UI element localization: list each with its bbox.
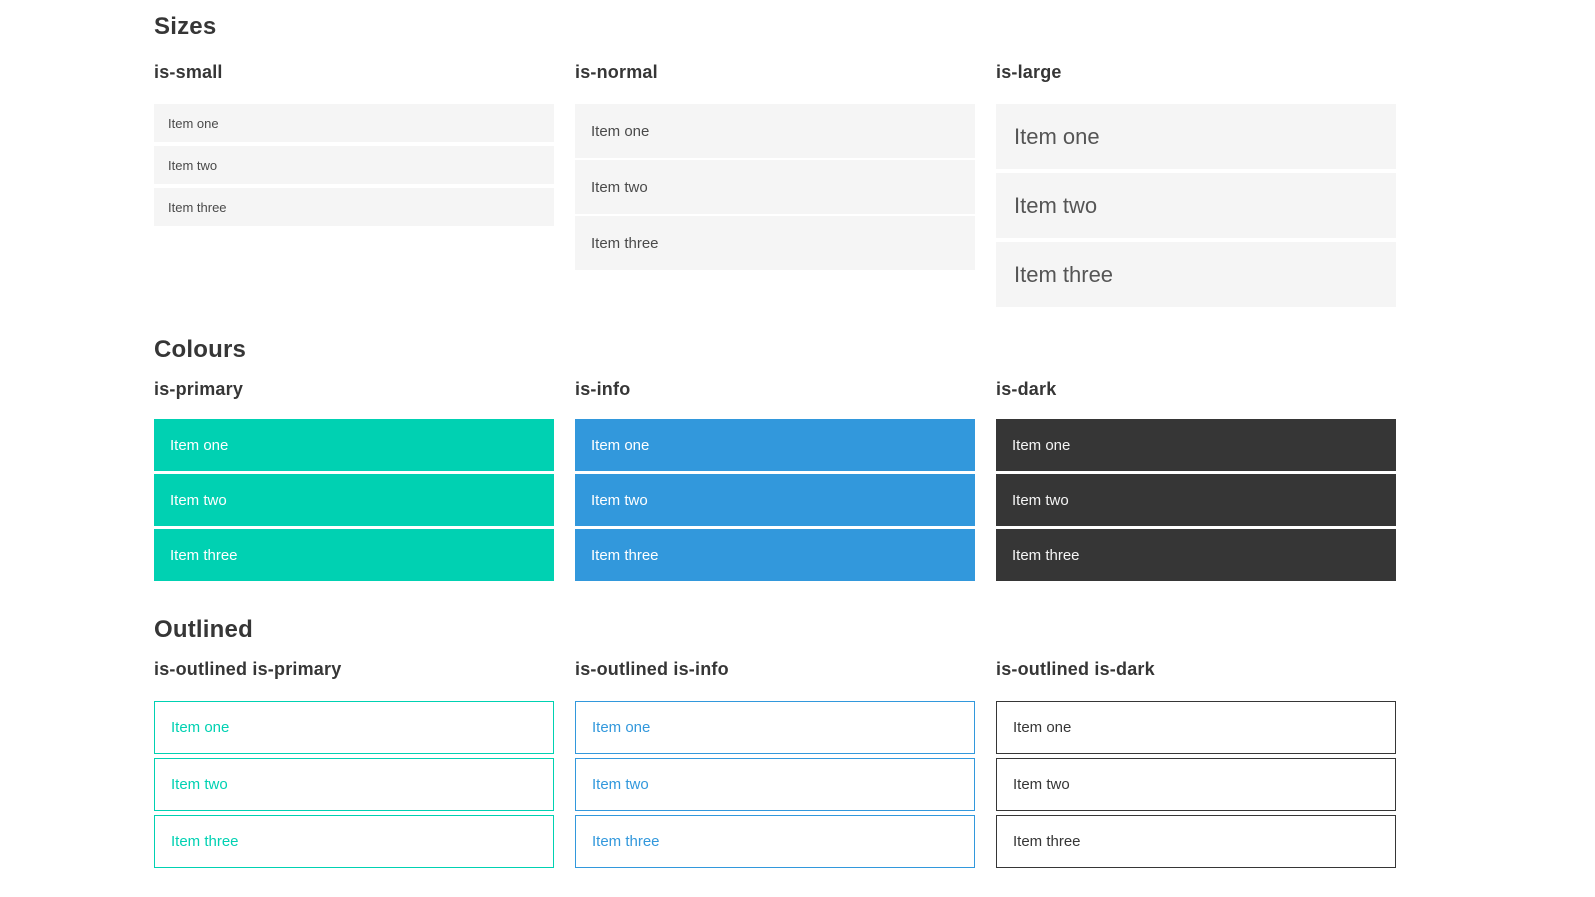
list-is-outlined-is-dark: Item one Item two Item three xyxy=(996,701,1396,868)
column-is-info: is-info Item one Item two Item three xyxy=(575,365,975,584)
list-is-normal: Item one Item two Item three xyxy=(575,104,975,270)
column-is-normal: is-normal Item one Item two Item three xyxy=(575,42,975,272)
list-is-dark: Item one Item two Item three xyxy=(996,419,1396,581)
colours-columns: is-primary Item one Item two Item three … xyxy=(154,365,1595,584)
list-item[interactable]: Item two xyxy=(154,474,554,526)
column-is-primary: is-primary Item one Item two Item three xyxy=(154,365,554,584)
list-item[interactable]: Item three xyxy=(996,815,1396,868)
column-is-large: is-large Item one Item two Item three xyxy=(996,42,1396,311)
group-label-is-outlined-is-dark: is-outlined is-dark xyxy=(996,659,1155,679)
group-label-is-small: is-small xyxy=(154,62,223,82)
colours-section: Colours is-primary Item one Item two Ite… xyxy=(154,335,1595,584)
list-item[interactable]: Item one xyxy=(154,104,554,142)
list-item[interactable]: Item three xyxy=(996,529,1396,581)
list-item[interactable]: Item three xyxy=(996,242,1396,307)
list-item[interactable]: Item three xyxy=(575,815,975,868)
column-is-outlined-is-dark: is-outlined is-dark Item one Item two It… xyxy=(996,645,1396,872)
group-label-is-large: is-large xyxy=(996,62,1062,82)
list-item[interactable]: Item two xyxy=(154,758,554,811)
group-label-is-info: is-info xyxy=(575,379,631,399)
list-item[interactable]: Item three xyxy=(575,216,975,270)
list-item[interactable]: Item two xyxy=(575,758,975,811)
list-item[interactable]: Item two xyxy=(996,173,1396,238)
column-is-outlined-is-info: is-outlined is-info Item one Item two It… xyxy=(575,645,975,872)
sizes-section: Sizes is-small Item one Item two Item th… xyxy=(154,12,1595,311)
group-label-is-primary: is-primary xyxy=(154,379,244,399)
list-item[interactable]: Item one xyxy=(154,701,554,754)
column-is-outlined-is-primary: is-outlined is-primary Item one Item two… xyxy=(154,645,554,872)
list-is-small: Item one Item two Item three xyxy=(154,104,554,226)
group-label-is-dark: is-dark xyxy=(996,379,1057,399)
list-item[interactable]: Item two xyxy=(575,160,975,214)
outlined-columns: is-outlined is-primary Item one Item two… xyxy=(154,645,1595,872)
list-item[interactable]: Item two xyxy=(154,146,554,184)
list-item[interactable]: Item one xyxy=(575,701,975,754)
group-label-is-outlined-is-primary: is-outlined is-primary xyxy=(154,659,342,679)
group-label-is-outlined-is-info: is-outlined is-info xyxy=(575,659,729,679)
list-item[interactable]: Item two xyxy=(575,474,975,526)
outlined-section: Outlined is-outlined is-primary Item one… xyxy=(154,615,1595,872)
list-item[interactable]: Item two xyxy=(996,474,1396,526)
column-is-dark: is-dark Item one Item two Item three xyxy=(996,365,1396,584)
list-item[interactable]: Item one xyxy=(996,104,1396,169)
list-is-large: Item one Item two Item three xyxy=(996,104,1396,307)
list-item[interactable]: Item one xyxy=(996,701,1396,754)
list-item[interactable]: Item one xyxy=(996,419,1396,471)
list-is-primary: Item one Item two Item three xyxy=(154,419,554,581)
sizes-section-title: Sizes xyxy=(154,13,217,40)
list-item[interactable]: Item one xyxy=(575,104,975,158)
list-item[interactable]: Item three xyxy=(575,529,975,581)
column-is-small: is-small Item one Item two Item three xyxy=(154,42,554,230)
list-item[interactable]: Item three xyxy=(154,188,554,226)
outlined-section-title: Outlined xyxy=(154,616,253,643)
list-is-info: Item one Item two Item three xyxy=(575,419,975,581)
list-item[interactable]: Item one xyxy=(154,419,554,471)
sizes-columns: is-small Item one Item two Item three is… xyxy=(154,42,1595,311)
list-item[interactable]: Item two xyxy=(996,758,1396,811)
list-is-outlined-is-info: Item one Item two Item three xyxy=(575,701,975,868)
list-item[interactable]: Item one xyxy=(575,419,975,471)
list-item[interactable]: Item three xyxy=(154,815,554,868)
list-item[interactable]: Item three xyxy=(154,529,554,581)
group-label-is-normal: is-normal xyxy=(575,62,658,82)
list-is-outlined-is-primary: Item one Item two Item three xyxy=(154,701,554,868)
colours-section-title: Colours xyxy=(154,336,247,363)
